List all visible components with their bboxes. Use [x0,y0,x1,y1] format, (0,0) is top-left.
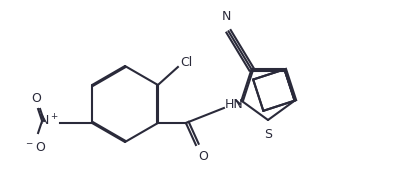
Text: O: O [31,92,41,105]
Text: O: O [198,150,208,163]
Text: S: S [264,128,272,141]
Text: $\mathregular{N^+}$: $\mathregular{N^+}$ [38,113,58,129]
Text: HN: HN [225,98,244,111]
Text: $\mathregular{^-O}$: $\mathregular{^-O}$ [24,141,46,154]
Text: Cl: Cl [180,56,192,70]
Text: N: N [222,10,231,23]
